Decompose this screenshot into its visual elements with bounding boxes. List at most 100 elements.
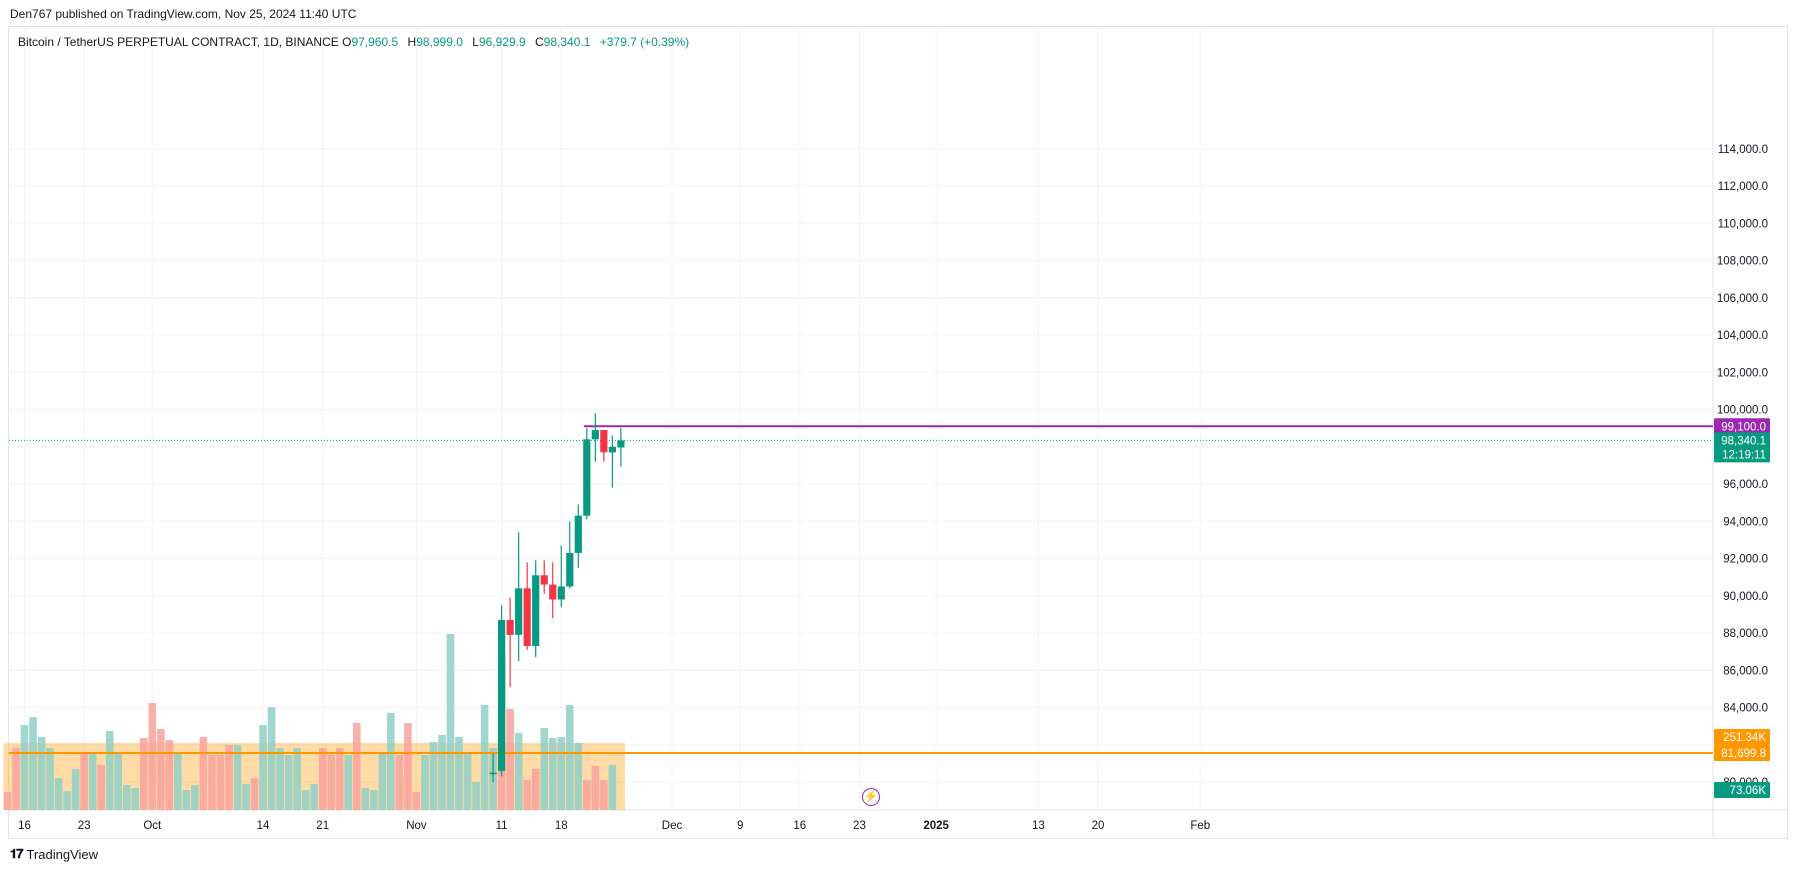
volume-bar [327, 755, 336, 810]
lightning-icon[interactable]: ⚡ [862, 788, 880, 806]
volume-bar [216, 755, 225, 810]
volume-bar [182, 790, 191, 810]
volume-bar [54, 778, 63, 810]
candle-body [498, 619, 506, 771]
volume-bar [506, 709, 514, 810]
volume-bar [387, 713, 395, 810]
time-tick-label: 16 [793, 820, 806, 832]
tradingview-logo-icon: 𝟏𝟕 [10, 846, 24, 861]
volume-bar [344, 755, 353, 810]
volume-bar [105, 731, 114, 810]
time-tick-label: 14 [257, 820, 270, 832]
volume-bar [557, 737, 566, 810]
volume-bar [139, 738, 148, 810]
volume-bar [63, 791, 71, 810]
candle-body [532, 575, 540, 647]
volume-bar [250, 778, 259, 810]
candle-body [506, 619, 514, 635]
time-tick-label: 11 [496, 820, 508, 832]
volume-bar [318, 748, 327, 810]
volume-bar [225, 745, 233, 810]
volume-ma-line-label: 81,699.8 [1721, 748, 1766, 760]
candle-body [549, 584, 557, 600]
volume-bar [395, 755, 404, 810]
volume-bar [421, 755, 429, 810]
time-tick-label: Oct [143, 820, 162, 832]
low-value: 96,929.9 [478, 35, 526, 49]
volume-bar [293, 748, 301, 810]
countdown-label: 12:19:11 [1722, 449, 1766, 461]
volume-bar [97, 765, 105, 810]
brand-name: TradingView [26, 846, 99, 862]
volume-bar [531, 769, 540, 810]
time-axis: 16 23 Oct 14 21 Nov 11 18 Dec 9 16 23 2025 13 20 Feb [18, 820, 1210, 832]
volume-bar [455, 737, 463, 810]
volume-bar [46, 748, 54, 810]
high-label: H [407, 35, 417, 49]
volume-bar [565, 705, 574, 810]
time-tick-label: 13 [1032, 820, 1045, 832]
volume-bar [174, 754, 182, 810]
published-header: Den767 published on TradingView.com, Nov… [10, 7, 357, 21]
time-tick-label: 9 [737, 820, 743, 832]
volume-bar [514, 733, 523, 810]
symbol-name: Bitcoin / TetherUS PERPETUAL CONTRACT, 1… [18, 35, 339, 49]
volume-bar [429, 742, 438, 810]
close-value: 98,340.1 [543, 35, 591, 49]
price-axis-labels: 99,100.0 98,340.1 12:19:11 251.34K 81,699.8 7… [1714, 418, 1770, 798]
time-tick-label: 20 [1092, 820, 1105, 832]
volume-ma-value-label-bg [1714, 729, 1770, 745]
candle-body [566, 552, 574, 587]
price-tick-label: 88,000.0 [1723, 628, 1768, 640]
volume-bar [267, 707, 276, 810]
volume-bar [548, 738, 557, 810]
chart-frame [8, 26, 1788, 839]
volume-bar [157, 729, 165, 810]
volume-bar [335, 748, 344, 810]
candle-body [540, 575, 548, 585]
volume-bar [583, 780, 591, 810]
volume-value-label-bg [1714, 782, 1770, 798]
open-value: 97,960.5 [351, 35, 399, 49]
price-tick-label: 100,000.0 [1717, 405, 1768, 417]
volume-bar [438, 735, 446, 810]
candle-body [617, 440, 625, 448]
volume-bar [310, 784, 318, 810]
volume-bar [3, 792, 12, 810]
last-price-label: 98,340.1 [1721, 435, 1766, 447]
volume-bar [276, 748, 284, 810]
volume-bar [574, 743, 583, 810]
price-tick-label: 96,000.0 [1723, 479, 1768, 491]
candle-body [489, 772, 497, 775]
volume-bar [480, 705, 489, 810]
grid [9, 27, 1787, 838]
candle-body [557, 586, 565, 600]
volume-bar [131, 788, 140, 810]
volume-bar [80, 753, 88, 810]
price-tick-label: 110,000.0 [1718, 218, 1768, 230]
price-tick-label: 102,000.0 [1717, 367, 1768, 379]
volume-bar [378, 753, 387, 810]
time-tick-label: Feb [1190, 820, 1210, 832]
volume-bar [122, 785, 131, 810]
price-tick-label: 112,000.0 [1718, 181, 1768, 193]
time-tick-label: 23 [853, 820, 866, 832]
price-tick-label: 90,000.0 [1723, 591, 1768, 603]
volume-bar [208, 755, 216, 810]
volume-bar [540, 728, 549, 810]
footer-brand[interactable]: 𝟏𝟕 TradingView [10, 846, 98, 862]
volume-bar [71, 769, 80, 810]
volume-bar [523, 780, 531, 810]
resistance-price-label: 99,100.0 [1721, 421, 1766, 433]
indicator-lines [9, 425, 1713, 754]
time-tick-label: 2025 [923, 820, 949, 832]
volume-value-label: 73.06K [1730, 785, 1767, 797]
time-tick-label: 21 [316, 820, 329, 832]
time-tick-label: Nov [406, 820, 427, 832]
volume-bar [608, 765, 617, 810]
price-tick-label: 94,000.0 [1723, 516, 1768, 528]
low-label: L [472, 35, 479, 49]
change-value: +379.7 (+0.39%) [599, 35, 690, 49]
volume-bar [199, 737, 208, 810]
